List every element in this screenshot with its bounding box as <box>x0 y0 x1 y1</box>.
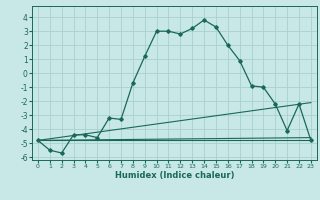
X-axis label: Humidex (Indice chaleur): Humidex (Indice chaleur) <box>115 171 234 180</box>
